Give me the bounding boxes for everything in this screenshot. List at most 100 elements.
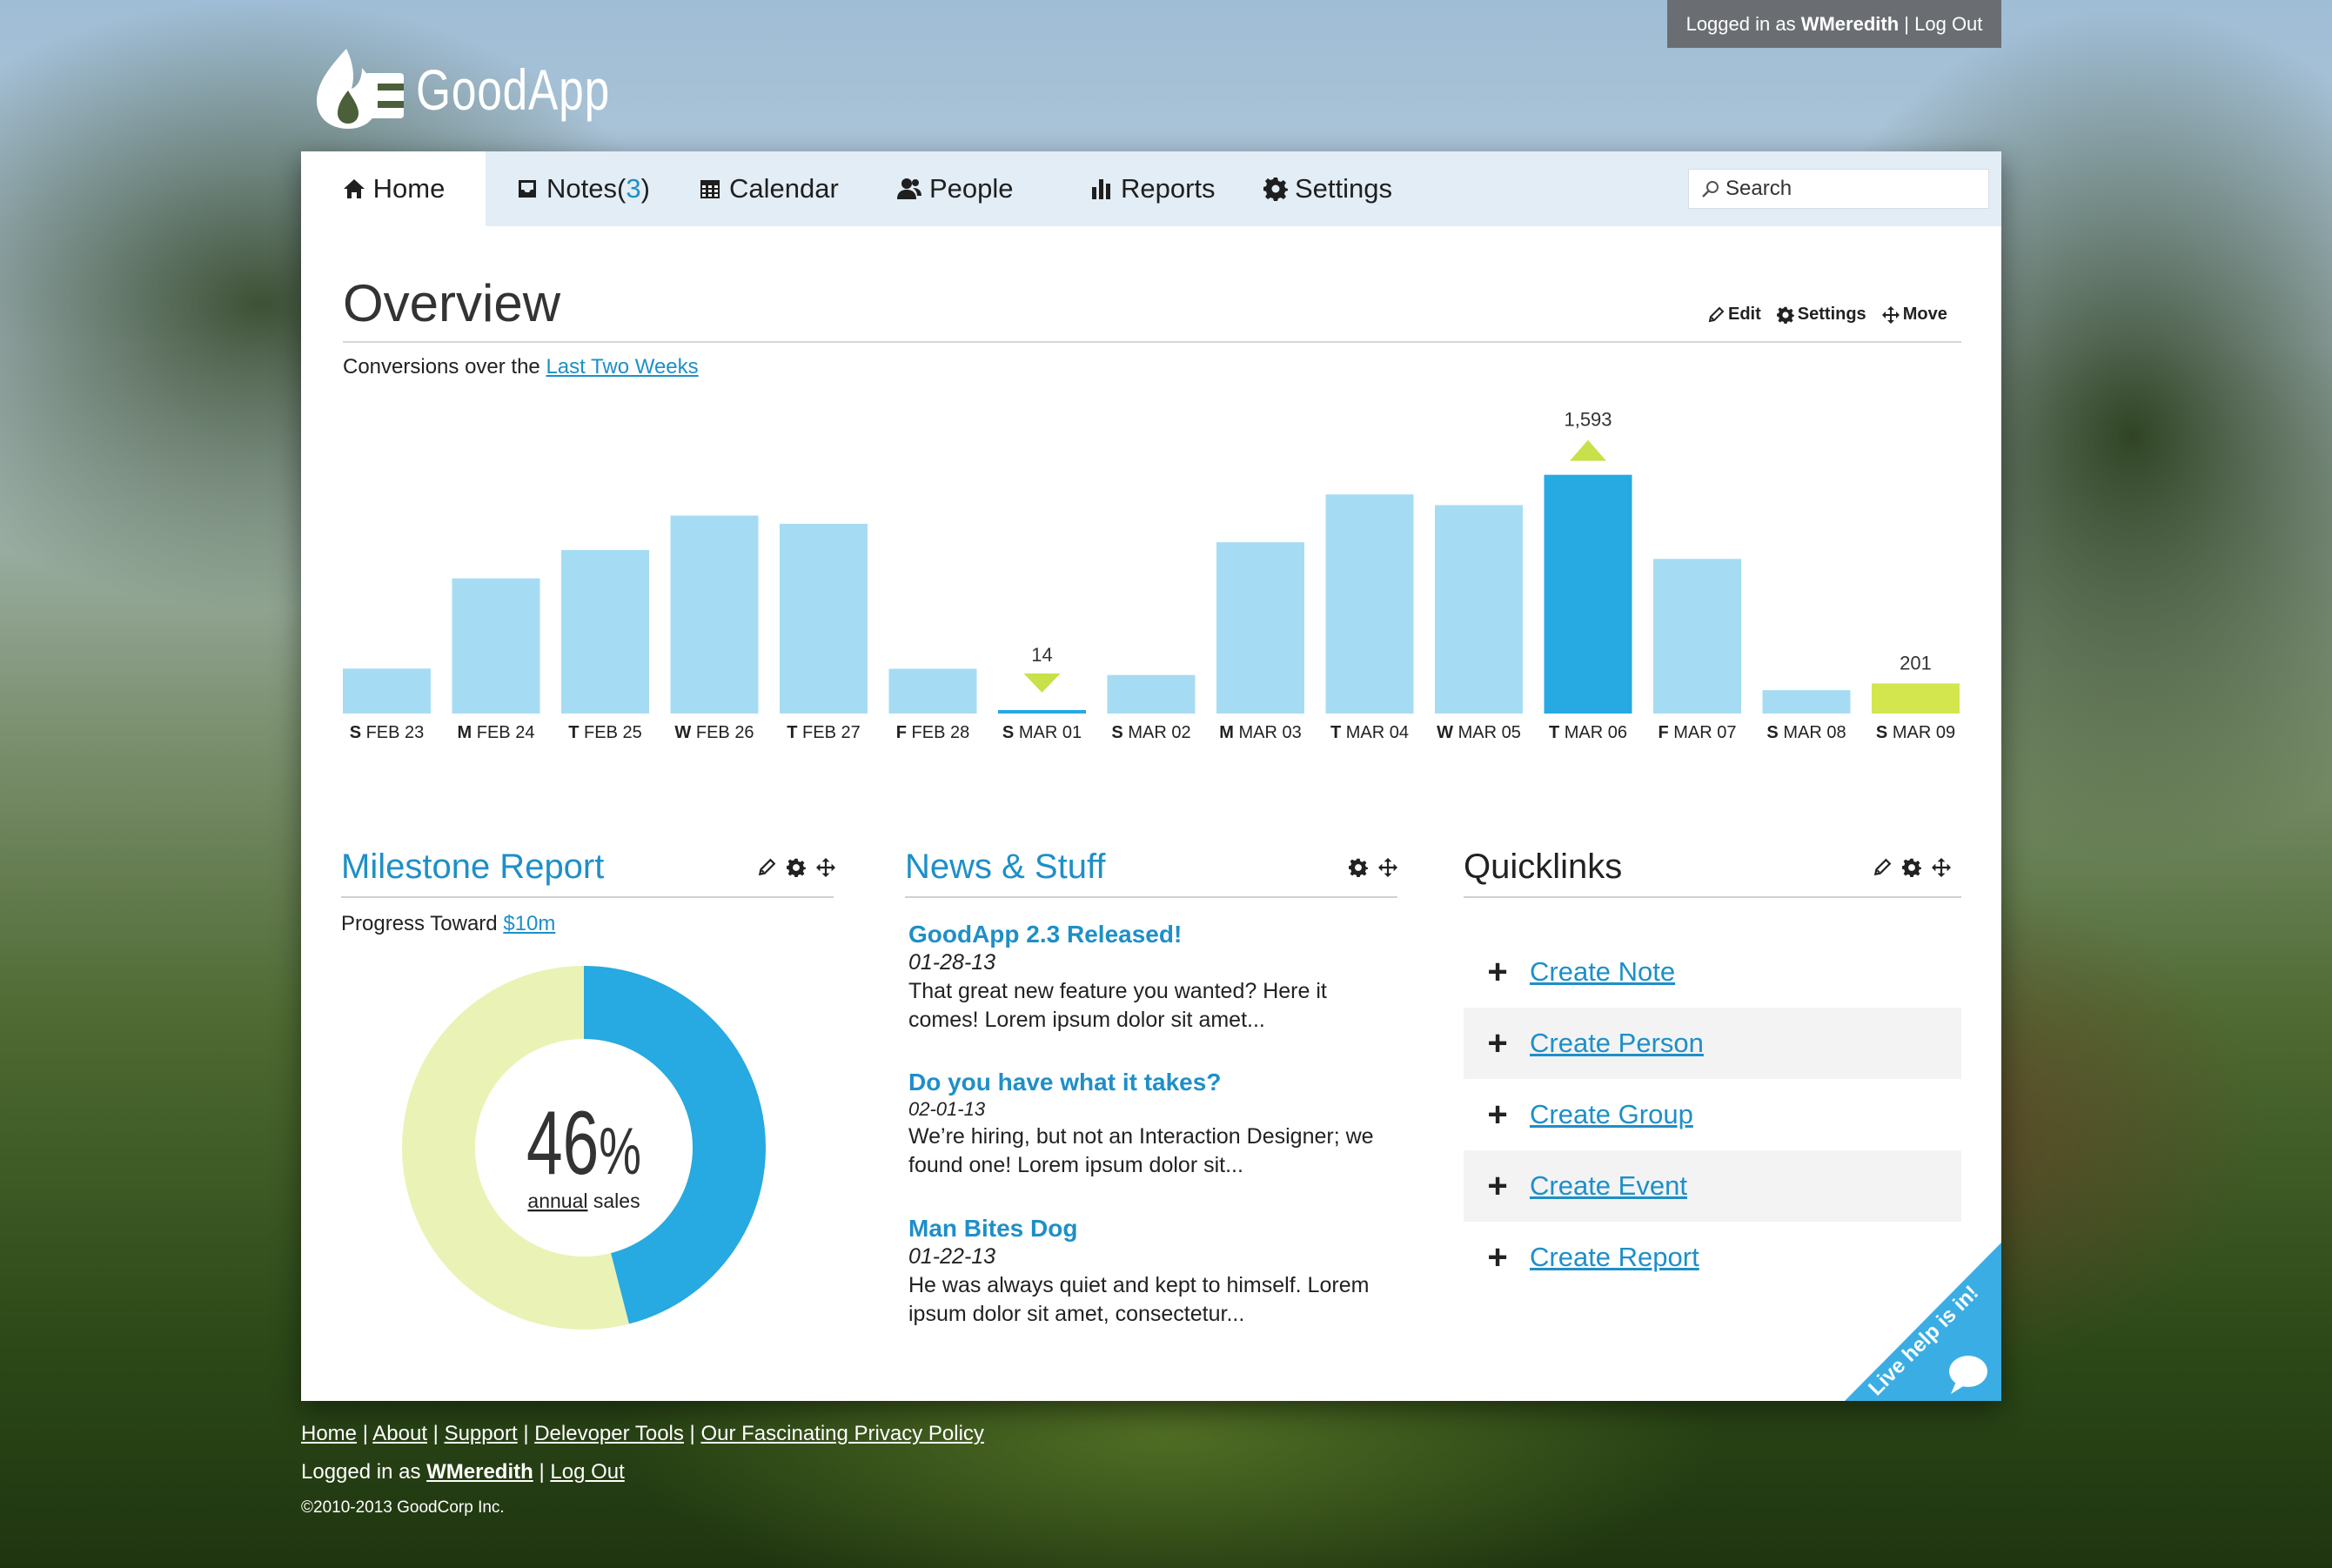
nav-home[interactable]: Home (301, 151, 486, 226)
chart-bar[interactable] (1107, 674, 1196, 714)
footer-login: Logged in as WMeredith | Log Out (301, 1460, 625, 1484)
data-label: 1,593 (1564, 409, 1612, 431)
nav-people[interactable]: People (896, 151, 1014, 226)
edit-button[interactable] (757, 858, 776, 882)
footer-developer-tools-link[interactable]: Delevoper Tools (534, 1422, 684, 1445)
create-note-link[interactable]: Create Note (1530, 956, 1676, 987)
quicklink-item[interactable]: + Create Report (1464, 1222, 1961, 1293)
conversions-subtitle: Conversions over the Last Two Weeks (343, 355, 699, 379)
chart-bar[interactable] (1544, 474, 1632, 714)
chart-bar[interactable] (998, 710, 1086, 714)
move-icon (1932, 858, 1951, 877)
footer-support-link[interactable]: Support (444, 1422, 518, 1445)
username-link[interactable]: WMeredith (1800, 13, 1900, 35)
news-body: That great new feature you wanted? Here … (908, 979, 1327, 1032)
chart-bar[interactable] (1216, 542, 1304, 714)
chart-bar[interactable] (1762, 690, 1851, 714)
footer-about-link[interactable]: About (372, 1422, 427, 1445)
news-body: He was always quiet and kept to himself.… (908, 1273, 1370, 1326)
chart-bar[interactable] (780, 523, 868, 714)
goal-link[interactable]: $10m (503, 912, 556, 935)
quicklink-item[interactable]: + Create Note (1464, 936, 1961, 1008)
chart-bar[interactable] (1435, 505, 1523, 714)
separator: | (689, 1422, 695, 1445)
news-title: News & Stuff (905, 848, 1106, 886)
donut-percent: 46% (526, 1093, 641, 1194)
plus-icon: + (1487, 1096, 1508, 1134)
notes-count-open: ( (616, 173, 627, 204)
x-tick-label: F FEB 28 (896, 723, 969, 742)
create-report-link[interactable]: Create Report (1530, 1242, 1699, 1272)
chart-bar[interactable] (888, 668, 977, 714)
pencil-icon (1873, 858, 1892, 876)
settings-button[interactable] (1902, 858, 1921, 882)
x-tick-label: W FEB 26 (674, 723, 754, 742)
nav-calendar[interactable]: Calendar (698, 151, 839, 226)
gear-icon (1349, 858, 1368, 877)
create-person-link[interactable]: Create Person (1530, 1028, 1704, 1058)
gear-icon (1902, 858, 1921, 877)
settings-button[interactable]: Settings (1776, 305, 1866, 325)
move-icon (816, 858, 835, 877)
settings-button[interactable] (1349, 858, 1368, 882)
plus-icon: + (1487, 953, 1508, 991)
move-icon (1378, 858, 1397, 877)
chart-bar[interactable] (561, 550, 649, 714)
move-button[interactable] (1932, 858, 1951, 882)
overview-title: Overview (343, 274, 561, 332)
x-tick-label: W MAR 05 (1437, 723, 1521, 742)
search-box[interactable] (1688, 169, 1989, 209)
edit-button[interactable] (1873, 858, 1892, 882)
footer-privacy-link[interactable]: Our Fascinating Privacy Policy (700, 1422, 984, 1445)
main-card: Home Notes(3) Calendar People Reports Se… (301, 151, 2001, 1401)
quicklink-item[interactable]: + Create Event (1464, 1150, 1961, 1222)
chat-bubble-icon (1949, 1356, 1987, 1394)
chart-bar[interactable] (1872, 683, 1960, 714)
news-item: Do you have what it takes? 02-01-13 We’r… (908, 1069, 1396, 1180)
nav-notes[interactable]: Notes(3) (515, 151, 650, 226)
chart-bar[interactable] (1325, 494, 1414, 714)
nav-settings[interactable]: Settings (1263, 151, 1392, 226)
divider (1464, 896, 1961, 898)
move-button[interactable] (816, 858, 835, 882)
quicklinks-actions (1873, 858, 1951, 882)
search-input[interactable] (1724, 176, 1980, 202)
quicklinks-title: Quicklinks (1464, 848, 1623, 886)
nav-reports-label: Reports (1121, 173, 1216, 204)
move-icon (1881, 305, 1900, 324)
logout-link[interactable]: Log Out (1914, 13, 1983, 35)
move-button[interactable] (1378, 858, 1397, 882)
news-date: 01-28-13 (908, 950, 996, 975)
news-headline-link[interactable]: GoodApp 2.3 Released! (908, 921, 1183, 948)
nav-settings-label: Settings (1295, 173, 1393, 204)
notes-count-close: ) (640, 173, 650, 204)
chart-bar[interactable] (1653, 559, 1741, 714)
create-group-link[interactable]: Create Group (1530, 1099, 1693, 1129)
peak-marker (1570, 439, 1606, 461)
nav-reports[interactable]: Reports (1089, 151, 1216, 226)
news-actions (1349, 858, 1397, 882)
milestone-donut-chart: 46% annual sales (402, 966, 766, 1330)
chart-bar[interactable] (452, 578, 540, 714)
footer-logout-link[interactable]: Log Out (550, 1460, 625, 1484)
settings-button[interactable] (787, 858, 806, 882)
live-help-tab[interactable]: Live help is in! (1845, 1243, 2001, 1401)
chart-bar[interactable] (343, 668, 431, 714)
progress-prefix: Progress Toward (341, 912, 498, 935)
annual-link[interactable]: annual (527, 1189, 587, 1212)
move-button[interactable]: Move (1881, 305, 1947, 325)
settings-label: Settings (1797, 305, 1866, 324)
logo[interactable]: GoodApp (312, 42, 665, 137)
footer-home-link[interactable]: Home (301, 1422, 358, 1445)
chart-bar[interactable] (670, 515, 759, 714)
news-headline-link[interactable]: Do you have what it takes? (908, 1069, 1222, 1096)
footer-username-link[interactable]: WMeredith (426, 1460, 533, 1484)
main-nav: Home Notes(3) Calendar People Reports Se… (301, 151, 2001, 226)
quicklink-item[interactable]: + Create Group (1464, 1079, 1961, 1150)
divider (341, 896, 834, 898)
period-link[interactable]: Last Two Weeks (546, 355, 699, 379)
edit-button[interactable]: Edit (1707, 305, 1761, 325)
news-headline-link[interactable]: Man Bites Dog (908, 1215, 1078, 1242)
quicklink-item[interactable]: + Create Person (1464, 1008, 1961, 1079)
create-event-link[interactable]: Create Event (1530, 1170, 1687, 1201)
